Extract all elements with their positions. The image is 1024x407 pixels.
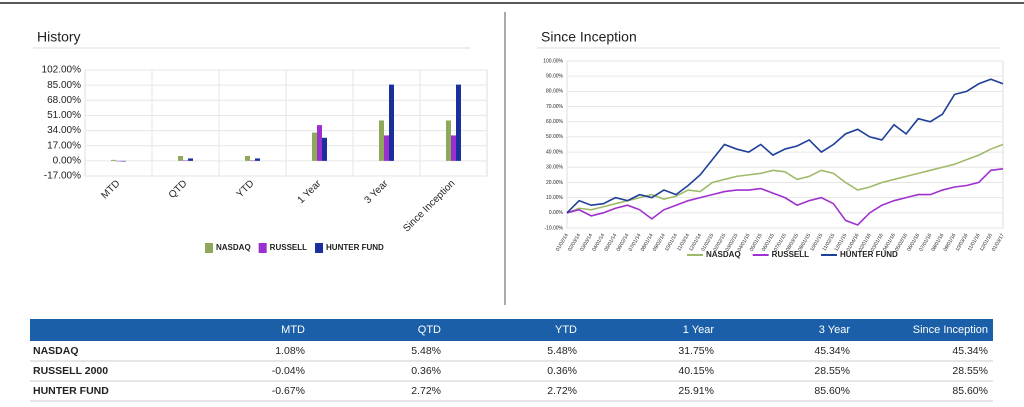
bar: [183, 160, 188, 162]
y-tick-label: 0.00%: [53, 155, 81, 166]
plot-area: [566, 60, 1004, 229]
y-tick-label: 68.00%: [47, 95, 81, 106]
bar: [446, 120, 451, 161]
y-tick-label: 50.00%: [546, 134, 564, 140]
table-cell: 25.91%: [678, 385, 714, 397]
row-label: RUSSELL 2000: [33, 365, 108, 377]
x-tick-label: 3 Year: [363, 178, 391, 206]
y-tick-label: 20.00%: [546, 180, 564, 186]
table-cell: 5.48%: [411, 345, 441, 357]
legend-label: RUSSELL: [772, 250, 809, 259]
table-cell: -0.04%: [272, 365, 305, 377]
x-tick-label: YTD: [235, 178, 257, 200]
table-header: 1 Year: [683, 324, 715, 336]
x-tick-label: Since Inception: [401, 178, 457, 234]
table-cell: -0.67%: [272, 385, 305, 397]
line-series: [566, 143, 1004, 214]
table-cell: 2.72%: [411, 385, 441, 397]
table-header: Since Inception: [913, 324, 988, 336]
line-series: [566, 167, 1004, 226]
table-cell: 0.36%: [547, 365, 577, 377]
row-label: NASDAQ: [33, 345, 79, 357]
y-tick-label: 100.00%: [543, 58, 563, 64]
table-cell: 85.60%: [814, 385, 850, 397]
legend-swatch: [205, 243, 213, 253]
y-tick-label: 90.00%: [546, 74, 564, 80]
bar: [317, 125, 322, 161]
legend-label: NASDAQ: [706, 250, 741, 259]
legend-label: RUSSELL: [270, 243, 307, 252]
table-cell: 85.60%: [952, 385, 988, 397]
y-tick-label: 70.00%: [546, 104, 564, 110]
y-tick-label: 17.00%: [47, 140, 81, 151]
table-cell: 45.34%: [952, 345, 988, 357]
table-cell: 28.55%: [952, 365, 988, 377]
line-series: [566, 78, 1004, 214]
y-tick-label: 60.00%: [546, 119, 564, 125]
bar: [245, 155, 250, 161]
y-tick-label: 51.00%: [47, 110, 81, 121]
bar: [178, 155, 183, 161]
y-tick-label: 102.00%: [42, 65, 82, 76]
table-header: YTD: [555, 324, 577, 336]
table-cell: 31.75%: [678, 345, 714, 357]
bar: [116, 160, 121, 162]
x-tick-label: 1 Year: [296, 178, 324, 206]
y-tick-label: 10.00%: [546, 195, 564, 201]
legend-label: NASDAQ: [216, 243, 251, 252]
table-header: MTD: [281, 324, 305, 336]
y-tick-label: -17.00%: [44, 171, 81, 182]
y-tick-label: -10.00%: [544, 225, 563, 231]
chart-title: History: [37, 29, 81, 45]
table-cell: 28.55%: [814, 365, 850, 377]
table-cell: 40.15%: [678, 365, 714, 377]
chart-title: Since Inception: [541, 29, 637, 45]
bar: [389, 84, 394, 161]
y-tick-label: 34.00%: [47, 125, 81, 136]
bar: [312, 132, 317, 161]
y-tick-label: 30.00%: [546, 165, 564, 171]
table-header-bg: [30, 319, 993, 341]
table-cell: 0.36%: [411, 365, 441, 377]
legend-label: HUNTER FUND: [326, 243, 384, 252]
bar: [384, 135, 389, 161]
y-tick-label: 80.00%: [546, 89, 564, 95]
bar: [250, 160, 255, 162]
legend-swatch: [258, 243, 267, 253]
bar: [121, 160, 126, 162]
legend-swatch: [315, 243, 324, 253]
y-tick-label: 85.00%: [47, 80, 81, 91]
row-label: HUNTER FUND: [33, 385, 109, 397]
table-header: QTD: [418, 324, 441, 336]
legend-label: HUNTER FUND: [840, 250, 898, 259]
table-header: 3 Year: [819, 324, 851, 336]
bar: [188, 158, 193, 161]
bar: [456, 84, 461, 161]
bar: [379, 120, 384, 161]
bar: [451, 135, 456, 161]
table-cell: 1.08%: [275, 345, 305, 357]
bar: [111, 159, 116, 161]
bar: [322, 137, 327, 161]
y-tick-label: 40.00%: [546, 149, 564, 155]
table-cell: 2.72%: [547, 385, 577, 397]
table-cell: 5.48%: [547, 345, 577, 357]
x-tick-label: QTD: [167, 178, 190, 201]
bar: [255, 158, 260, 161]
x-tick-label: MTD: [99, 178, 122, 201]
table-cell: 45.34%: [814, 345, 850, 357]
y-tick-label: 0.00%: [549, 210, 564, 216]
